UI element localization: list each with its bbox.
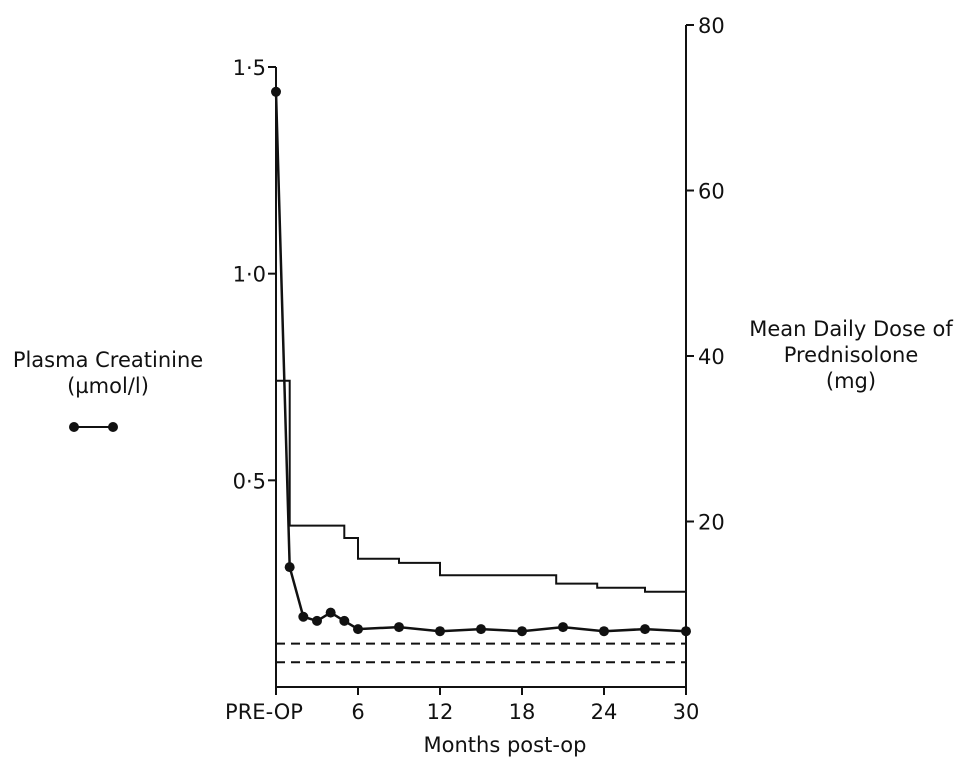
right-axis-label-line-3: (mg) — [825, 369, 877, 393]
legend-layer — [69, 422, 118, 432]
creatinine-point — [298, 611, 309, 622]
legend-dot-left — [69, 422, 79, 432]
right-axis-label-line-1: Mean Daily Dose of — [749, 317, 953, 341]
x-tick-label: 6 — [351, 700, 364, 724]
reference-lines — [276, 642, 686, 664]
left-axis-label: Plasma Creatinine (µmol/l) — [8, 347, 208, 399]
creatinine-point — [284, 562, 295, 573]
series-layer — [271, 86, 691, 637]
left-axis-label-line-1: Plasma Creatinine — [12, 348, 204, 372]
creatinine-point — [271, 86, 281, 97]
x-tick-label: 18 — [509, 700, 536, 724]
right-y-tick-label: 80 — [698, 14, 725, 38]
x-tick-label: 30 — [673, 700, 700, 724]
right-y-tick-label: 40 — [698, 345, 725, 369]
creatinine-point — [640, 624, 650, 635]
right-axis-label-line-2: Prednisolone — [783, 343, 919, 367]
creatinine-point — [435, 626, 445, 637]
creatinine-point — [517, 626, 527, 637]
right-y-tick-label: 60 — [698, 180, 725, 204]
x-tick-label: PRE-OP — [225, 700, 303, 724]
left-y-tick-label: 1·0 — [233, 263, 266, 287]
right-axis-label: Mean Daily Dose of Prednisolone (mg) — [740, 316, 962, 394]
creatinine-point — [599, 626, 609, 637]
left-axis-label-line-2: (µmol/l) — [67, 374, 149, 398]
right-y-tick-label: 20 — [698, 511, 725, 535]
creatinine-point — [394, 622, 404, 633]
creatinine-point — [476, 624, 486, 635]
prednisolone-dose-step-line — [276, 379, 686, 593]
left-y-tick-label: 0·5 — [233, 469, 266, 493]
legend-dot-right — [108, 422, 118, 432]
left-y-tick-label: 1·5 — [233, 56, 266, 80]
x-tick-label: 12 — [427, 700, 454, 724]
axes-layer: 1·5 1·0 0·5 80 60 40 20 PRE-OP 6 12 18 24 30 — [225, 14, 725, 724]
creatinine-point — [681, 626, 691, 637]
x-tick-label: 24 — [591, 700, 618, 724]
creatinine-line — [274, 91, 687, 633]
creatinine-point — [353, 624, 363, 635]
creatinine-point — [558, 622, 568, 633]
creatinine-point — [339, 615, 350, 626]
x-axis-title: Months post-op — [423, 733, 587, 757]
creatinine-point — [312, 615, 322, 626]
creatinine-point — [325, 607, 336, 618]
